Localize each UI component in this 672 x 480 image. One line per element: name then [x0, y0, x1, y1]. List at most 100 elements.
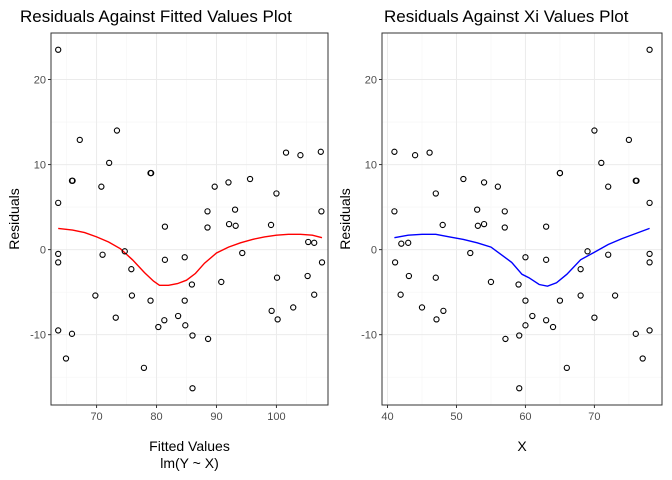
- data-point: [516, 332, 523, 339]
- panel1-title: Residuals Against Fitted Values Plot: [20, 7, 292, 26]
- data-point: [398, 240, 405, 247]
- data-point: [639, 355, 646, 362]
- x-tick-label: 40: [381, 411, 393, 423]
- data-point: [311, 291, 318, 298]
- data-point: [591, 127, 598, 134]
- data-point: [556, 297, 564, 304]
- data-point: [577, 292, 584, 299]
- data-point: [106, 159, 113, 167]
- data-point: [181, 297, 188, 304]
- data-point: [267, 221, 275, 229]
- data-point: [584, 248, 591, 255]
- data-point: [232, 222, 239, 229]
- data-point: [55, 250, 62, 258]
- data-point: [174, 312, 182, 320]
- y-tick-label: 10: [34, 160, 46, 172]
- data-point: [239, 249, 246, 257]
- panel1-xlabel: Fitted Values: [149, 438, 230, 454]
- panel2-title: Residuals Against Xi Values Plot: [384, 7, 629, 26]
- data-point: [542, 223, 550, 230]
- data-point: [181, 254, 188, 261]
- data-point: [305, 238, 312, 246]
- data-point: [467, 249, 474, 257]
- data-point: [290, 304, 297, 311]
- data-point: [516, 385, 523, 392]
- data-point: [274, 316, 281, 323]
- data-point: [633, 177, 640, 184]
- data-point: [494, 183, 502, 190]
- data-point: [522, 297, 529, 304]
- data-point: [128, 292, 136, 299]
- panel-background: [382, 33, 662, 405]
- data-point: [182, 322, 189, 329]
- data-point: [161, 223, 169, 230]
- x-tick-label: 80: [150, 411, 162, 423]
- data-point: [502, 335, 509, 343]
- data-point: [92, 292, 99, 299]
- data-point: [55, 199, 62, 206]
- data-point: [161, 256, 169, 263]
- panel1-ticks: 70 80 90 100 -10 0 10 20: [30, 75, 286, 423]
- data-point: [147, 169, 155, 177]
- data-point: [426, 149, 433, 156]
- data-point: [225, 220, 233, 228]
- smooth-line: [58, 227, 323, 286]
- data-point: [474, 222, 482, 229]
- panel2-ylabel: Residuals: [337, 188, 353, 249]
- panel2-grid: [382, 33, 662, 405]
- data-point: [391, 259, 399, 266]
- data-point: [204, 224, 211, 231]
- data-point: [273, 274, 281, 281]
- panel1-ylabel: Residuals: [6, 188, 22, 249]
- y-tick-label: -10: [361, 330, 377, 342]
- data-point: [140, 364, 148, 371]
- data-point: [501, 208, 508, 215]
- data-point: [218, 278, 225, 286]
- data-point: [99, 251, 106, 258]
- data-point: [318, 259, 326, 266]
- data-point: [460, 175, 467, 183]
- data-point: [605, 183, 612, 190]
- data-point: [317, 148, 324, 155]
- y-tick-label: 20: [34, 75, 46, 87]
- data-point: [411, 152, 419, 159]
- data-point: [391, 208, 398, 215]
- panel1-frame: [50, 32, 329, 406]
- data-point: [268, 307, 275, 315]
- data-point: [529, 312, 536, 320]
- data-point: [605, 251, 612, 258]
- data-point: [646, 327, 653, 334]
- data-point: [591, 314, 598, 321]
- data-point: [297, 152, 304, 159]
- data-point: [62, 355, 70, 362]
- data-point: [391, 148, 398, 155]
- data-point: [231, 206, 239, 213]
- data-point: [549, 323, 557, 331]
- data-point: [646, 259, 653, 266]
- data-point: [113, 127, 121, 134]
- data-point: [282, 149, 290, 156]
- data-point: [121, 248, 128, 255]
- panel2-ticks: 40 50 60 70 -10 0 10 20: [361, 75, 600, 423]
- data-point: [69, 177, 76, 184]
- data-point: [211, 183, 218, 190]
- data-point: [204, 335, 212, 343]
- data-point: [189, 385, 196, 392]
- data-point: [304, 272, 311, 280]
- panel1-points: [55, 46, 326, 392]
- data-point: [112, 314, 119, 321]
- data-point: [556, 169, 564, 177]
- data-point: [577, 266, 584, 273]
- data-point: [55, 46, 62, 53]
- data-point: [480, 179, 488, 186]
- data-point: [55, 327, 62, 334]
- y-tick-label: 20: [365, 75, 377, 87]
- data-point: [611, 292, 619, 299]
- data-point: [646, 250, 653, 258]
- panel2-smooth: [394, 227, 650, 287]
- panel2-xlabel: X: [517, 438, 527, 454]
- data-point: [439, 221, 446, 229]
- data-point: [418, 304, 426, 311]
- data-point: [432, 274, 439, 281]
- data-point: [147, 297, 154, 304]
